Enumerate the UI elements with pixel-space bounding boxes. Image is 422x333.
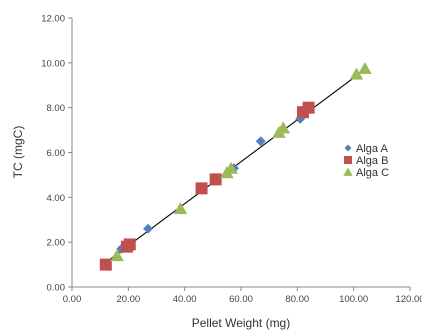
data-point-alga-c	[276, 121, 291, 134]
axes	[68, 17, 411, 291]
legend-marker-alga-c	[343, 167, 353, 176]
y-tick-label: 12.00	[41, 14, 65, 25]
x-tick-label: 60.00	[229, 294, 253, 305]
data-point-alga-c	[173, 202, 188, 215]
x-tick-label: 0.00	[63, 294, 82, 305]
data-points	[99, 61, 372, 271]
tick-labels: 0.00 20.00 40.00 60.00 80.00 100.00 120.00 0.00…	[41, 14, 422, 306]
x-axis-title: Pellet Weight (mg)	[192, 316, 290, 330]
y-tick-label: 0.00	[47, 283, 66, 294]
data-point-alga-c	[110, 249, 124, 262]
data-point-alga-c	[349, 67, 364, 80]
y-tick-label: 10.00	[41, 58, 65, 69]
x-tick-label: 80.00	[285, 294, 309, 305]
data-point-alga-b	[195, 182, 208, 195]
x-tick-label: 20.00	[116, 294, 140, 305]
x-tick-label: 40.00	[173, 294, 197, 305]
data-point-alga-a	[255, 136, 266, 147]
data-point-alga-b	[99, 258, 112, 271]
legend-marker-alga-b	[344, 156, 352, 164]
data-point-alga-b	[123, 238, 136, 251]
data-point-alga-c	[358, 61, 372, 74]
data-point-alga-c	[224, 161, 238, 174]
y-tick-label: 2.00	[47, 238, 66, 249]
y-tick-label: 8.00	[47, 103, 66, 114]
legend-label-alga-c: Alga C	[356, 167, 389, 179]
y-axis-title: TC (mgC)	[11, 126, 25, 179]
legend-label-alga-b: Alga B	[356, 155, 388, 167]
data-point-alga-b	[302, 101, 315, 114]
x-tick-label: 120.00	[395, 294, 422, 305]
y-tick-label: 6.00	[47, 148, 66, 159]
y-tick-label: 4.00	[47, 193, 66, 204]
legend-marker-alga-a	[344, 144, 352, 152]
data-point-alga-a	[143, 223, 154, 234]
legend-label-alga-a: Alga A	[356, 143, 388, 155]
data-point-alga-b	[209, 173, 222, 186]
x-tick-label: 100.00	[339, 294, 368, 305]
